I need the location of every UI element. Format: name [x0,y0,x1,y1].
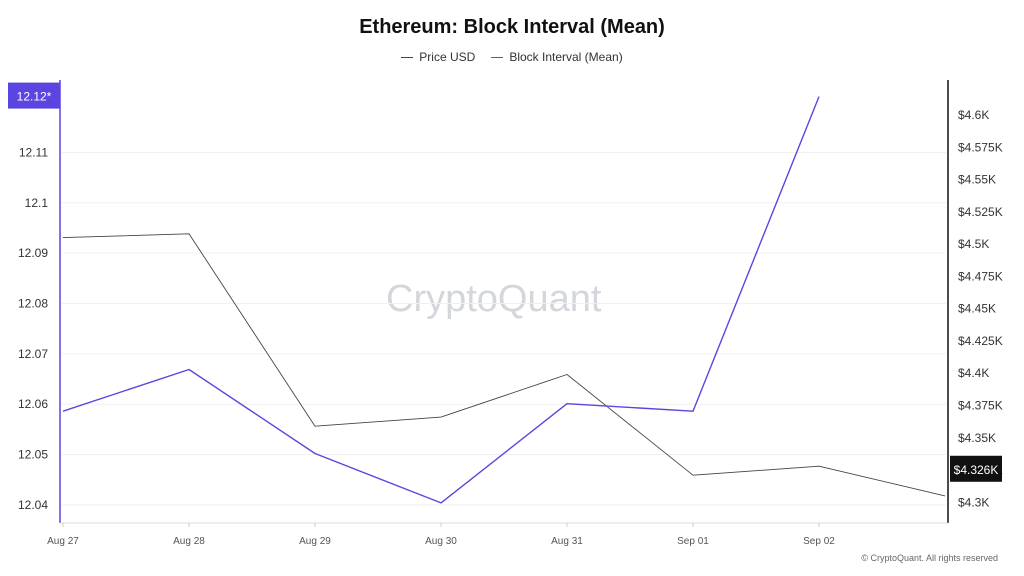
left-tick-label: 12.04 [18,498,48,512]
left-tick-label: 12.11 [19,145,48,159]
right-tick-label: $4.425K [958,334,1003,348]
price-usd-line [62,233,946,497]
right-tick-label: $4.5K [958,237,989,251]
right-tick-label: $4.4K [958,366,989,380]
left-tick-label: 12.06 [18,397,48,411]
right-axis-badge [950,455,1002,482]
x-tick-label: Aug 27 [47,536,79,547]
right-tick-label: $4.3K [958,495,989,509]
block-interval-line [62,96,820,504]
right-tick-label: $4.475K [958,269,1003,283]
right-tick-label: $4.45K [958,302,996,316]
right-tick-label: $4.35K [958,431,996,445]
x-tick-label: Aug 29 [299,536,331,547]
left-axis-badge [8,82,60,109]
legend-item-block-interval[interactable]: Block Interval (Mean) [491,50,623,64]
right-axis-badge-label: $4.326K [954,463,999,477]
left-tick-label: 12.1 [25,196,49,210]
left-axis-badge-label: 12.12* [17,90,52,104]
left-tick-label: 12.07 [18,347,48,361]
x-tick-label: Aug 28 [173,536,205,547]
legend-label-block-interval: Block Interval (Mean) [509,50,623,64]
chart-legend: Price USD Block Interval (Mean) [0,50,1024,64]
x-tick-label: Aug 31 [551,536,583,547]
right-tick-label: $4.375K [958,399,1003,413]
legend-item-price[interactable]: Price USD [401,50,475,64]
left-tick-label: 12.08 [18,297,48,311]
left-tick-label: 12.05 [18,448,48,462]
x-tick-label: Sep 01 [677,536,709,547]
legend-swatch-price [401,56,414,58]
right-tick-label: $4.55K [958,173,996,187]
legend-swatch-block-interval [491,56,504,58]
x-tick-label: Aug 30 [425,536,457,547]
watermark: CryptoQuant [386,278,602,320]
x-tick-label: Sep 02 [803,536,835,547]
right-tick-label: $4.575K [958,140,1003,154]
right-tick-label: $4.525K [958,205,1003,219]
right-tick-label: $4.6K [958,108,989,122]
copyright: © CryptoQuant. All rights reserved [861,553,998,563]
chart-title: Ethereum: Block Interval (Mean) [359,16,665,38]
left-tick-label: 12.09 [18,246,48,260]
legend-label-price: Price USD [419,50,476,64]
